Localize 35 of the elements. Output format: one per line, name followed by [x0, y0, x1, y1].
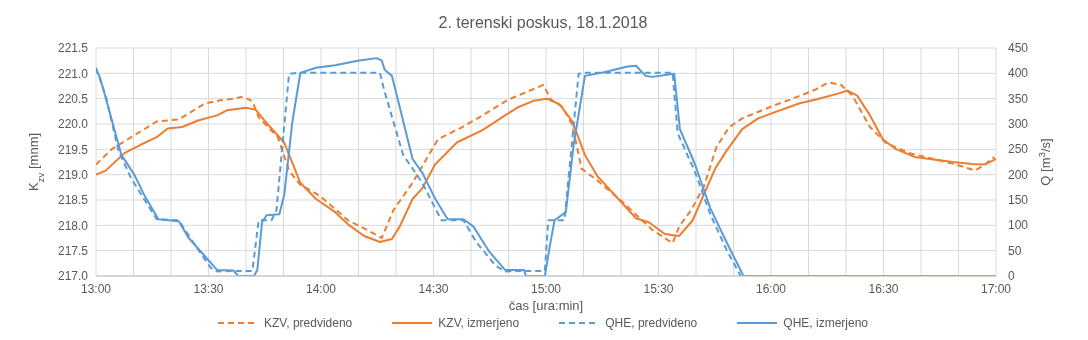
- y-tick-label: 220.5: [57, 91, 89, 106]
- legend-label: QHE, predvideno: [605, 316, 698, 330]
- x-axis-title: čas [ura:min]: [508, 298, 584, 313]
- x-tick-label: 15:00: [530, 281, 562, 296]
- y2-tick-label: 200: [1008, 167, 1029, 182]
- x-tick-label: 13:30: [193, 281, 224, 296]
- y-tick-label: 221.5: [57, 41, 89, 56]
- y2-tick-label: 0: [1008, 269, 1015, 283]
- y-tick-label: 219.0: [57, 167, 89, 182]
- y2-tick-label: 150: [1008, 193, 1029, 207]
- chart-title: 2. terenski poskus, 18.1.2018: [437, 13, 649, 33]
- y-tick-label: 218.5: [57, 193, 89, 208]
- y2-tick-label: 100: [1008, 218, 1029, 233]
- legend-label: QHE, izmerjeno: [783, 316, 868, 330]
- x-tick-label: 16:30: [868, 281, 899, 296]
- y2-tick-label: 250: [1008, 142, 1029, 157]
- y2-tick-label: 350: [1008, 91, 1029, 106]
- x-tick-label: 14:30: [418, 281, 449, 296]
- y2-tick-label: 400: [1008, 66, 1029, 81]
- y-tick-label: 220.0: [57, 117, 89, 132]
- legend-label: KZV, izmerjeno: [438, 316, 520, 330]
- x-tick-label: 14:00: [305, 281, 337, 296]
- legend-label: KZV, predvideno: [264, 316, 353, 330]
- x-tick-label: 17:00: [980, 281, 1012, 296]
- y2-tick-label: 50: [1008, 243, 1022, 258]
- x-tick-label: 15:30: [643, 281, 674, 296]
- y-tick-label: 221.0: [57, 66, 89, 81]
- x-tick-label: 13:00: [80, 281, 112, 296]
- y-tick-label: 219.5: [57, 142, 89, 157]
- y2-tick-label: 300: [1008, 117, 1029, 131]
- x-tick-label: 16:00: [755, 281, 787, 296]
- y-tick-label: 217.5: [57, 243, 89, 258]
- y2-tick-label: 450: [1008, 41, 1029, 55]
- y-tick-label: 217.0: [57, 269, 89, 284]
- y-tick-label: 218.0: [57, 218, 89, 233]
